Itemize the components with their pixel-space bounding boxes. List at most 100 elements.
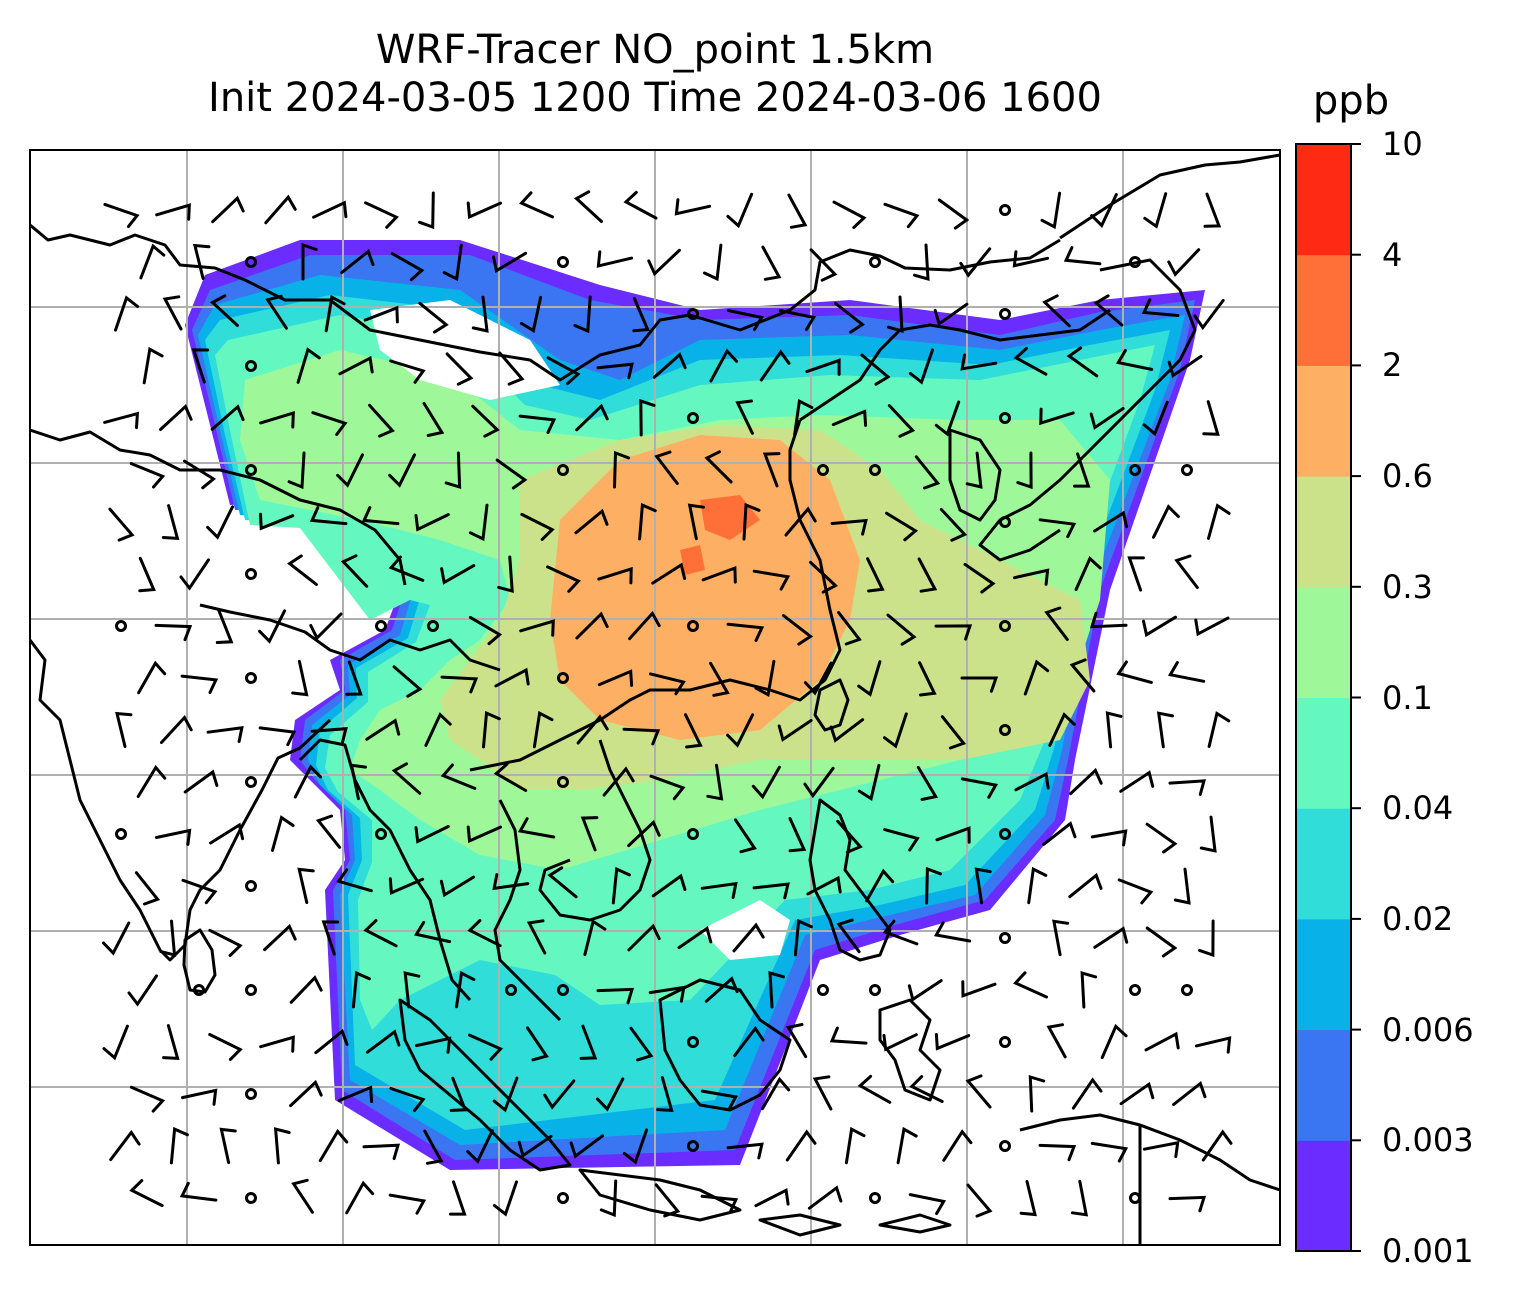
wind-barb: [389, 1087, 426, 1113]
wind-barb: [837, 611, 862, 646]
wind-barb-calm: [1129, 464, 1141, 476]
wind-barb: [963, 562, 996, 594]
wind-barb: [546, 356, 581, 386]
wind-barb: [751, 765, 781, 800]
colorbar-tick-label: 0.006: [1382, 1010, 1474, 1049]
wind-barb: [1071, 1077, 1103, 1110]
wind-barb: [768, 970, 785, 1009]
wind-barb: [866, 557, 885, 593]
wind-barb: [1042, 821, 1077, 846]
wind-barb: [1019, 1180, 1037, 1217]
wind-barb: [580, 816, 599, 852]
wind-barb: [340, 554, 369, 588]
wind-barb: [336, 868, 373, 893]
wind-barb: [1142, 400, 1169, 437]
wind-barb: [1202, 400, 1220, 436]
wind-barb: [467, 919, 502, 948]
wind-barb-calm: [687, 1036, 699, 1048]
colorbar-tick-label: 0.3: [1382, 567, 1433, 606]
wind-barb: [129, 462, 166, 489]
wind-barb: [706, 763, 724, 801]
wind-barb: [836, 918, 861, 954]
wind-barb: [1046, 1023, 1067, 1059]
coastline-central-asia: [30, 223, 1061, 382]
wind-barb: [762, 452, 781, 488]
colorbar-tick-label: 0.003: [1382, 1121, 1474, 1160]
coastline-bay-bengal: [298, 738, 472, 1002]
wind-barb: [934, 1033, 971, 1051]
wind-barb-calm: [245, 672, 257, 684]
wind-barb: [709, 661, 730, 697]
wind-barb: [289, 975, 323, 1004]
wind-barb: [497, 555, 514, 593]
wind-barb: [1090, 1141, 1129, 1163]
wind-barb: [1144, 1031, 1180, 1052]
wind-barb-calm: [999, 308, 1011, 320]
wind-barb: [1038, 518, 1077, 539]
wind-barb: [623, 190, 658, 220]
wind-barb: [830, 518, 868, 536]
wind-barb: [778, 309, 817, 331]
wind-barb: [392, 665, 423, 698]
wind-barb-calm: [687, 308, 699, 320]
wind-barb-calm: [375, 828, 387, 840]
wind-barb-calm: [999, 204, 1011, 216]
colorbar-swatch: [1296, 808, 1351, 920]
wind-barb: [492, 1076, 519, 1113]
wind-barb: [103, 411, 140, 430]
wind-barb: [518, 191, 554, 219]
coastline-new-guinea: [1019, 1113, 1280, 1192]
wind-barb: [263, 923, 297, 952]
wind-barb: [1168, 779, 1207, 796]
wind-barb: [418, 301, 449, 334]
wind-barb: [114, 295, 140, 332]
wind-barb: [704, 976, 739, 1003]
wind-barb: [1115, 349, 1154, 371]
wind-barb: [1167, 248, 1201, 277]
wind-barb: [807, 1185, 843, 1210]
wind-barb: [1142, 1140, 1180, 1159]
wind-barb: [883, 202, 920, 229]
wind-barb: [321, 920, 340, 956]
wind-barb: [314, 1028, 349, 1055]
wind-barb: [468, 1033, 504, 1061]
wind-barb: [569, 1134, 605, 1159]
wind-barb: [210, 404, 245, 431]
wind-barb: [857, 763, 881, 801]
wind-barb-calm: [245, 464, 257, 476]
wind-barb: [882, 919, 919, 946]
wind-barb: [546, 565, 581, 593]
wind-barb: [793, 398, 814, 437]
wind-barb: [517, 1134, 553, 1159]
wind-barb: [651, 562, 687, 585]
wind-barb: [1014, 771, 1050, 792]
wind-barb: [336, 453, 364, 488]
wind-barb: [1070, 1179, 1089, 1217]
wind-barb: [961, 980, 997, 998]
wind-barb: [782, 614, 814, 646]
wind-barb: [726, 713, 755, 748]
wind-barb: [391, 762, 422, 795]
wind-barb: [414, 513, 450, 532]
wind-barb: [362, 1143, 401, 1161]
wind-barb: [752, 569, 791, 591]
wind-barb: [865, 868, 895, 903]
wind-barb: [709, 348, 739, 383]
wind-barb: [885, 511, 919, 542]
wind-barb-calm: [245, 984, 257, 996]
wind-barb: [1048, 712, 1076, 747]
wind-barb: [648, 985, 686, 1003]
wind-barb: [208, 928, 243, 957]
wind-barb: [526, 919, 547, 955]
wind-barb: [449, 1076, 468, 1112]
wind-barb: [498, 351, 525, 386]
wind-barb: [215, 608, 234, 644]
wind-barb: [1090, 829, 1128, 847]
wind-barb-calm: [557, 464, 569, 476]
wind-barb: [1093, 294, 1124, 327]
wind-barb: [338, 355, 374, 376]
wind-barb: [809, 248, 838, 282]
wind-barb: [526, 1026, 549, 1062]
wind-barb: [933, 921, 972, 943]
wind-barb: [388, 1193, 427, 1215]
